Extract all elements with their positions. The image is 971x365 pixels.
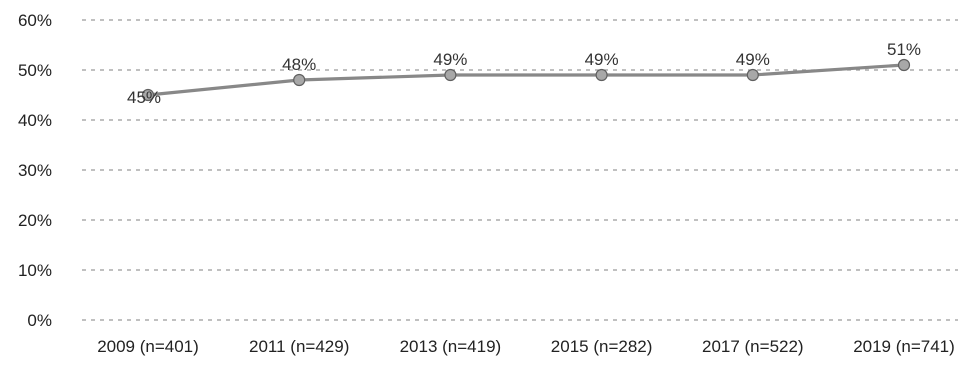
data-label-5: 51% <box>887 40 921 59</box>
x-tick-label-3: 2015 (n=282) <box>551 337 653 356</box>
x-axis-tick-labels: 2009 (n=401) 2011 (n=429) 2013 (n=419) 2015… <box>97 337 955 356</box>
x-tick-label-1: 2011 (n=429) <box>249 337 349 356</box>
gridlines <box>82 19 958 321</box>
y-tick-label-10: 10% <box>18 261 52 280</box>
data-label-0: 45% <box>127 88 161 107</box>
y-tick-label-20: 20% <box>18 211 52 230</box>
data-point-1 <box>293 73 306 87</box>
x-tick-label-5: 2019 (n=741) <box>853 337 955 356</box>
data-point-5 <box>897 58 911 72</box>
x-tick-label-0: 2009 (n=401) <box>97 337 199 356</box>
data-label-1: 48% <box>282 55 316 74</box>
series-line-0 <box>146 63 906 97</box>
data-label-2: 49% <box>433 50 467 69</box>
data-point-4 <box>746 68 759 82</box>
x-tick-label-2: 2013 (n=419) <box>400 337 502 356</box>
data-labels: 45% 48% 49% 49% 49% 51% <box>127 40 921 107</box>
data-point-3 <box>595 68 608 82</box>
y-tick-label-60: 60% <box>18 11 52 30</box>
data-point-2 <box>444 68 457 82</box>
y-tick-label-40: 40% <box>18 111 52 130</box>
x-tick-label-4: 2017 (n=522) <box>702 337 804 356</box>
data-point-0 <box>141 88 155 102</box>
data-label-4: 49% <box>736 50 770 69</box>
data-label-3: 49% <box>585 50 619 69</box>
y-tick-label-0: 0% <box>27 311 52 330</box>
y-axis-tick-labels: 0% 10% 20% 30% 40% 50% 60% <box>18 11 52 330</box>
y-tick-label-50: 50% <box>18 61 52 80</box>
y-tick-label-30: 30% <box>18 161 52 180</box>
data-series <box>141 58 911 102</box>
